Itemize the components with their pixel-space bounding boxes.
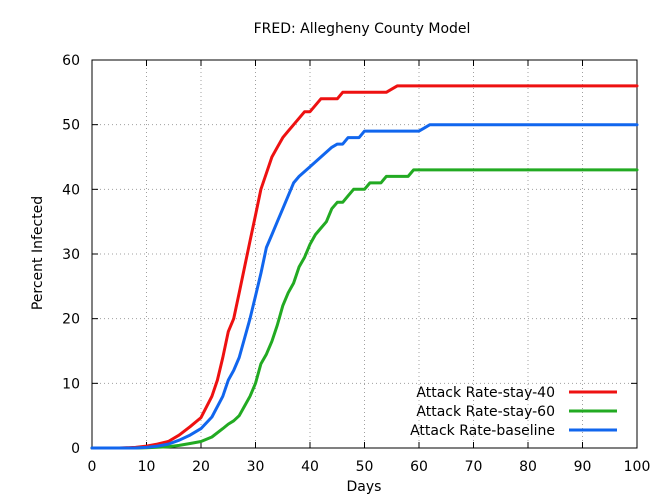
x-tick-label: 10 (138, 459, 156, 475)
y-tick-label: 50 (62, 118, 80, 134)
chart-title: FRED: Allegheny County Model (254, 21, 471, 37)
x-tick-label: 70 (465, 459, 483, 475)
x-tick-label: 60 (410, 459, 428, 475)
legend-label: Attack Rate-baseline (410, 423, 555, 439)
axis-ticks: 0 10 20 30 40 50 60 70 80 90 100 0 10 20 30 40 50 60 (62, 53, 650, 475)
series-line-attack-rate-stay-40 (90, 84, 639, 450)
y-tick-label: 60 (62, 53, 80, 69)
legend-label: Attack Rate-stay-40 (416, 385, 555, 401)
x-tick-label: 0 (88, 459, 97, 475)
x-tick-label: 20 (192, 459, 210, 475)
series-line-attack-rate-stay-60 (90, 168, 639, 450)
y-tick-label: 0 (71, 441, 80, 457)
x-tick-label: 50 (356, 459, 374, 475)
series-lines (90, 84, 639, 450)
series-line-attack-rate-baseline (90, 123, 639, 450)
legend-label: Attack Rate-stay-60 (416, 404, 555, 420)
x-axis-label: Days (347, 479, 382, 495)
y-tick-label: 30 (62, 247, 80, 263)
y-axis-label: Percent Infected (30, 196, 46, 310)
x-tick-label: 40 (301, 459, 319, 475)
y-tick-label: 20 (62, 312, 80, 328)
x-tick-label: 100 (624, 459, 651, 475)
x-tick-label: 30 (247, 459, 265, 475)
y-tick-label: 40 (62, 182, 80, 198)
legend: Attack Rate-stay-40 Attack Rate-stay-60 At… (410, 385, 617, 439)
y-tick-label: 10 (62, 376, 80, 392)
grid (92, 60, 637, 448)
x-tick-label: 90 (574, 459, 592, 475)
x-tick-label: 80 (519, 459, 537, 475)
